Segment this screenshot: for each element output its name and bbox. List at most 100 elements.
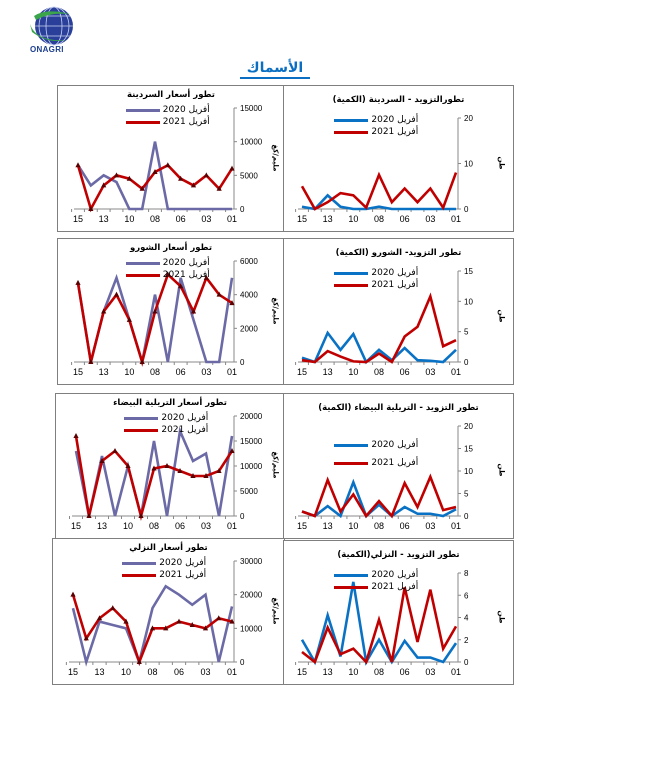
data-point <box>165 271 171 277</box>
y-tick-label: 15 <box>464 267 473 276</box>
chart-title: تطور أسعار التريلية البيضاء <box>113 398 227 408</box>
x-tick-label: 13 <box>323 367 333 377</box>
y-tick-label: 0 <box>464 205 469 214</box>
legend: أفريل 2020 أفريل 2021 <box>334 114 418 138</box>
y-tick-label: 30000 <box>240 557 263 566</box>
legend-swatch <box>125 261 160 265</box>
data-point <box>229 165 235 171</box>
x-tick-label: 01 <box>227 667 237 677</box>
x-tick-label: 06 <box>176 367 186 377</box>
y-tick-label: 20000 <box>240 591 263 600</box>
series-line-2020 <box>300 581 458 666</box>
data-point <box>178 175 184 181</box>
legend-label: أفريل 2021 <box>162 270 210 280</box>
x-tick-label: 06 <box>174 667 184 677</box>
x-tick-label: 08 <box>150 367 160 377</box>
chart-svg: 0 5000 10000 15000 20000 15 13 10 08 06 03 01 <box>69 412 263 531</box>
chart-svg: 0 10000 20000 30000 15 13 10 08 06 03 01 <box>65 557 263 677</box>
globe-icon <box>30 6 73 46</box>
data-point <box>88 206 94 211</box>
chart-7: تطور أسعار النزلي 0 10000 20000 30000 15 13 10 0… <box>52 538 285 685</box>
legend-swatch <box>125 273 160 277</box>
data-point <box>151 465 157 471</box>
x-tick-label: 08 <box>147 667 157 677</box>
y-axis-label: مليم/كغ <box>271 451 280 479</box>
chart-title: تطورالتزويد - السردينة (الكمية) <box>332 95 465 105</box>
legend-item: أفريل 2021 <box>334 279 418 291</box>
chart-svg: 0 2 4 6 8 15 13 10 08 06 03 01 <box>295 569 469 677</box>
data-point <box>136 659 142 664</box>
x-tick-label: 13 <box>97 521 107 531</box>
legend: أفريل 2020 أفريل 2021 <box>125 104 210 128</box>
data-point <box>101 182 107 188</box>
y-tick-label: 0 <box>240 205 245 214</box>
legend-item: أفريل 2021 <box>334 581 418 593</box>
y-axis-label: طن <box>497 309 506 322</box>
data-point <box>203 274 209 280</box>
x-tick-label: 13 <box>94 667 104 677</box>
legend-item: أفريل 2020 <box>334 439 418 451</box>
series-line-2021 <box>301 292 457 364</box>
data-point <box>73 433 79 438</box>
y-tick-label: 15000 <box>240 104 263 113</box>
y-tick-label: 4 <box>464 614 469 623</box>
x-tick-label: 03 <box>201 521 211 531</box>
legend-item: أفريل 2021 <box>334 457 418 469</box>
data-point <box>112 448 118 453</box>
chart-svg: 0 10 20 15 13 10 08 06 03 01 <box>295 114 473 224</box>
y-tick-label: 10 <box>464 160 473 169</box>
data-point <box>139 359 145 364</box>
data-point <box>202 625 209 631</box>
data-point <box>164 463 170 468</box>
y-axis-label: مليم/كغ <box>271 144 280 171</box>
data-point <box>138 513 144 518</box>
data-point <box>229 300 235 306</box>
x-tick-label: 13 <box>99 214 109 224</box>
legend: أفريل 2020 أفريل 2021 <box>334 439 418 475</box>
legend-swatch <box>334 461 369 465</box>
section-title: الأسماك <box>240 60 310 79</box>
legend-item: أفريل 2021 <box>122 569 206 581</box>
y-axis-label: مليم/كغ <box>271 297 280 324</box>
series-line-2021 <box>300 171 458 211</box>
x-tick-label: 01 <box>451 214 461 224</box>
chart-3: تطور أسعار الشورو 0 2000 4000 6000 15 13 10 08 06… <box>57 238 285 385</box>
legend-swatch <box>334 585 369 589</box>
data-point <box>203 473 209 478</box>
legend: أفريل 2020 أفريل 2021 <box>334 267 418 291</box>
chart-title: تطور التزويد - النزلي(الكمية) <box>337 550 460 560</box>
y-tick-label: 5 <box>464 328 469 337</box>
y-tick-label: 5000 <box>240 487 258 496</box>
x-tick-label: 01 <box>227 367 237 377</box>
data-point <box>216 185 222 191</box>
chart-1: تطور أسعار السردينة 0 5000 10000 15000 15 13 10… <box>57 85 285 232</box>
legend-swatch <box>125 108 160 112</box>
x-tick-label: 10 <box>124 367 134 377</box>
y-tick-label: 10000 <box>240 624 263 633</box>
legend-label: أفريل 2021 <box>371 458 419 468</box>
x-tick-label: 08 <box>374 367 384 377</box>
y-axis-label: مليم/كغ <box>271 597 280 624</box>
data-point <box>203 172 209 178</box>
y-tick-label: 0 <box>240 512 245 521</box>
data-point <box>216 615 222 621</box>
y-tick-label: 6000 <box>240 257 258 266</box>
data-point <box>190 182 197 188</box>
chart-title: تطور أسعار الشورو <box>129 243 213 253</box>
y-axis-label: طن <box>497 610 506 623</box>
y-tick-label: 0 <box>464 358 469 367</box>
y-tick-label: 20 <box>464 422 473 431</box>
data-point <box>177 468 183 473</box>
data-point <box>152 168 158 174</box>
y-axis-label: طن <box>497 463 506 477</box>
x-tick-label: 08 <box>374 667 384 677</box>
data-point <box>216 291 222 297</box>
x-tick-label: 03 <box>425 667 435 677</box>
data-point <box>189 621 195 627</box>
data-point <box>113 172 120 178</box>
onagri-logo <box>26 4 82 62</box>
x-tick-label: 15 <box>71 521 81 531</box>
legend-label: أفريل 2020 <box>371 115 419 125</box>
series-line-2020 <box>71 584 234 667</box>
data-point <box>86 513 92 518</box>
